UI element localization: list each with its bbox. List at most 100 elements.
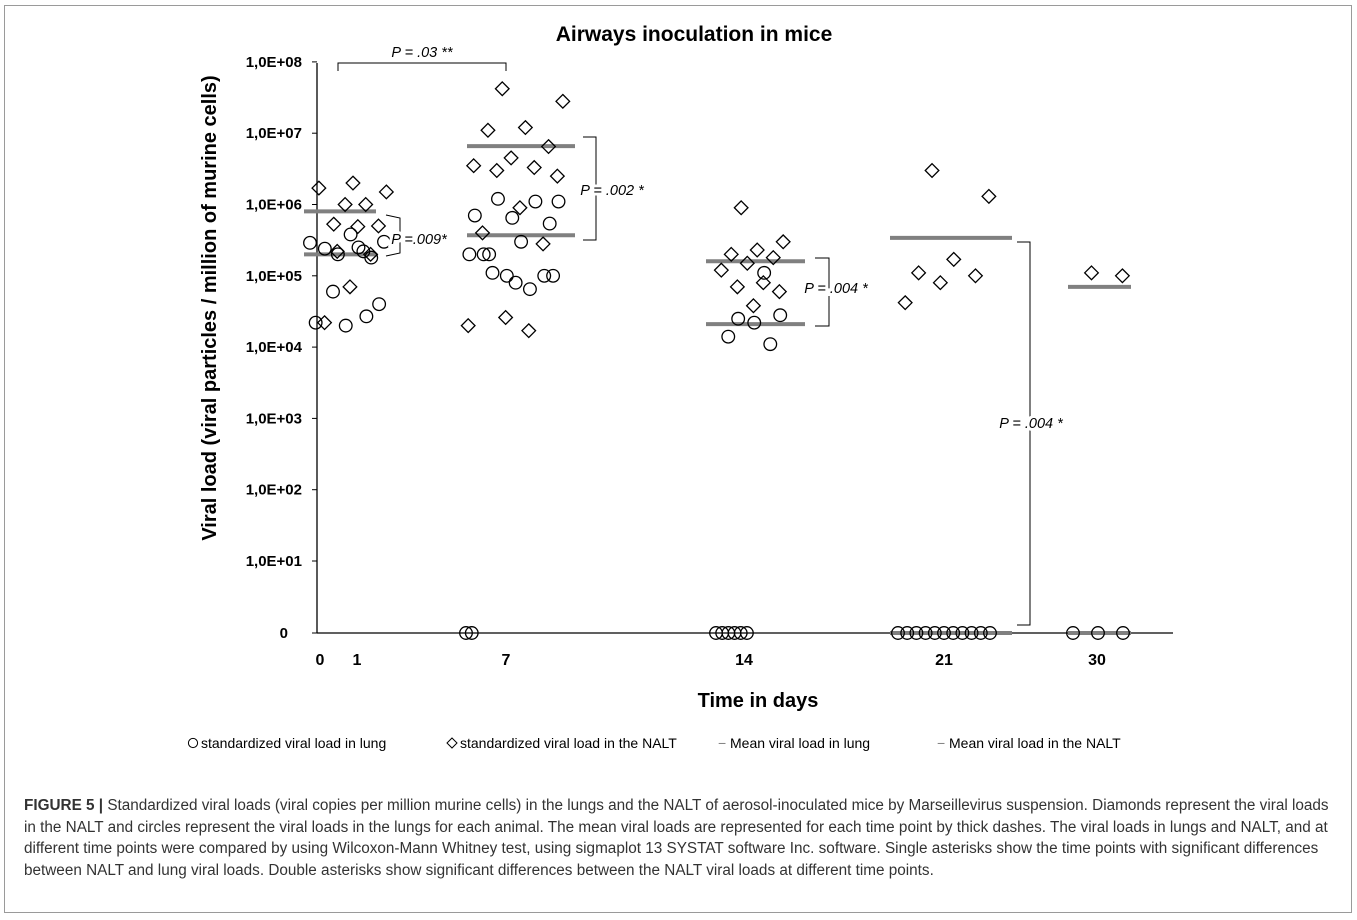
nalt-point (555, 93, 571, 110)
lung-point (747, 315, 762, 330)
y-axis-label: Viral load (viral particles / million of… (199, 75, 221, 540)
y-tick-label: 0 (280, 625, 288, 642)
lung-point (508, 275, 523, 290)
nalt-point (745, 298, 762, 314)
lung-point (372, 297, 387, 312)
lung-point (459, 626, 473, 640)
significance-brackets (337, 62, 1031, 626)
nalt-point (1083, 265, 1100, 281)
lung-point (326, 284, 340, 299)
nalt-point (325, 216, 342, 232)
lung-point (528, 194, 543, 209)
lung-point (308, 315, 323, 330)
nalt-point (765, 249, 781, 266)
lung-point (731, 311, 746, 326)
bracket-day14 (815, 257, 830, 327)
lung-point (330, 247, 345, 262)
p-value-annotation: P = .004 * (999, 416, 1064, 432)
nalt-point (771, 283, 788, 300)
bracket-day21 (1017, 241, 1031, 626)
nalt-point (540, 138, 557, 155)
lung-point (1066, 626, 1080, 640)
nalt-point (474, 225, 491, 241)
legend: standardized viral load in lung standardi… (187, 735, 1121, 751)
y-tick-label: 1,0E+06 (246, 197, 302, 214)
x-axis-label: Time in days (698, 690, 819, 712)
legend-label: Mean viral load in the NALT (949, 735, 1121, 751)
nalt-point (329, 243, 345, 260)
mean-lines (304, 144, 1131, 635)
lung-point (909, 626, 924, 640)
lung-point (927, 626, 942, 640)
lung-point (499, 268, 514, 283)
lung-point (721, 329, 736, 344)
x-tick-label: 1 (353, 652, 362, 669)
nalt-point (967, 268, 984, 284)
legend-label: standardized viral load in the NALT (460, 735, 677, 751)
lung-point (542, 216, 557, 231)
y-tick-label: 1,0E+02 (246, 482, 302, 499)
annotations: P = .03 ** P =.009* P = .002 * P = .004 * P … (388, 42, 1067, 435)
nalt-point (932, 274, 949, 291)
lung-point (537, 268, 552, 283)
y-tick-label: 1,0E+07 (246, 125, 302, 142)
p-value-annotation: P =.009* (391, 232, 448, 248)
figure-caption: FIGURE 5 | Standardized viral loads (vir… (24, 795, 1334, 881)
nalt-point (337, 196, 353, 213)
lung-point (918, 626, 933, 640)
lung-point (964, 626, 979, 640)
x-tick-label: 30 (1088, 652, 1106, 669)
y-tick-labels: 0 1,0E+01 1,0E+02 1,0E+03 1,0E+04 1,0E+05 1,0E… (246, 54, 317, 642)
nalt-point (981, 188, 997, 205)
bracket-day1 (385, 214, 401, 257)
figure-frame (4, 5, 1352, 913)
nalt-point (342, 279, 358, 295)
nalt-point (465, 157, 482, 174)
lung-point (485, 265, 500, 280)
lung-point (739, 626, 754, 640)
p-value-annotation: P = .03 ** (391, 45, 453, 61)
nalt-point (316, 314, 333, 331)
nalt-point (1114, 268, 1131, 284)
caption-lead: FIGURE 5 | (24, 797, 104, 814)
y-tick-label: 1,0E+08 (246, 54, 302, 71)
lung-point (522, 282, 537, 297)
y-tick-label: 1,0E+01 (246, 553, 302, 570)
chart-title: Airways inoculation in mice (556, 23, 833, 46)
lung-point (973, 626, 988, 640)
nalt-point (480, 122, 496, 138)
lung-point (359, 309, 374, 324)
nalt-point (733, 200, 749, 216)
lung-point (757, 265, 772, 280)
lung-point (900, 626, 915, 640)
lung-point (1091, 626, 1105, 640)
lung-point (891, 626, 905, 640)
lung-point (467, 208, 482, 223)
lung-point (338, 318, 353, 333)
y-tick-label: 1,0E+04 (246, 339, 303, 356)
bracket-day0-vs-day7 (337, 62, 507, 71)
nalt-point (713, 262, 730, 278)
lung-point (491, 191, 505, 206)
nalt-point (497, 309, 514, 326)
legend-dash-icon: − (718, 735, 726, 751)
nalt-point (924, 162, 940, 179)
lung-point (377, 234, 391, 249)
legend-circle-icon (187, 737, 199, 749)
lung-point (317, 241, 332, 256)
x-tick-labels: 0 1 7 14 21 30 (316, 652, 1106, 669)
nalt-point (755, 274, 772, 291)
x-tick-label: 14 (735, 652, 753, 669)
y-tick-label: 1,0E+05 (246, 268, 302, 285)
nalt-point (729, 279, 746, 295)
lung-point (351, 240, 366, 255)
nalt-point (503, 150, 519, 166)
lung-point (773, 308, 788, 323)
lung-point (551, 194, 566, 209)
x-tick-label: 7 (502, 652, 511, 669)
nalt-point (378, 184, 395, 200)
legend-dash-icon: − (937, 735, 945, 751)
nalt-point (358, 196, 374, 213)
lung-point (1116, 626, 1130, 640)
legend-label: Mean viral load in lung (730, 735, 870, 751)
